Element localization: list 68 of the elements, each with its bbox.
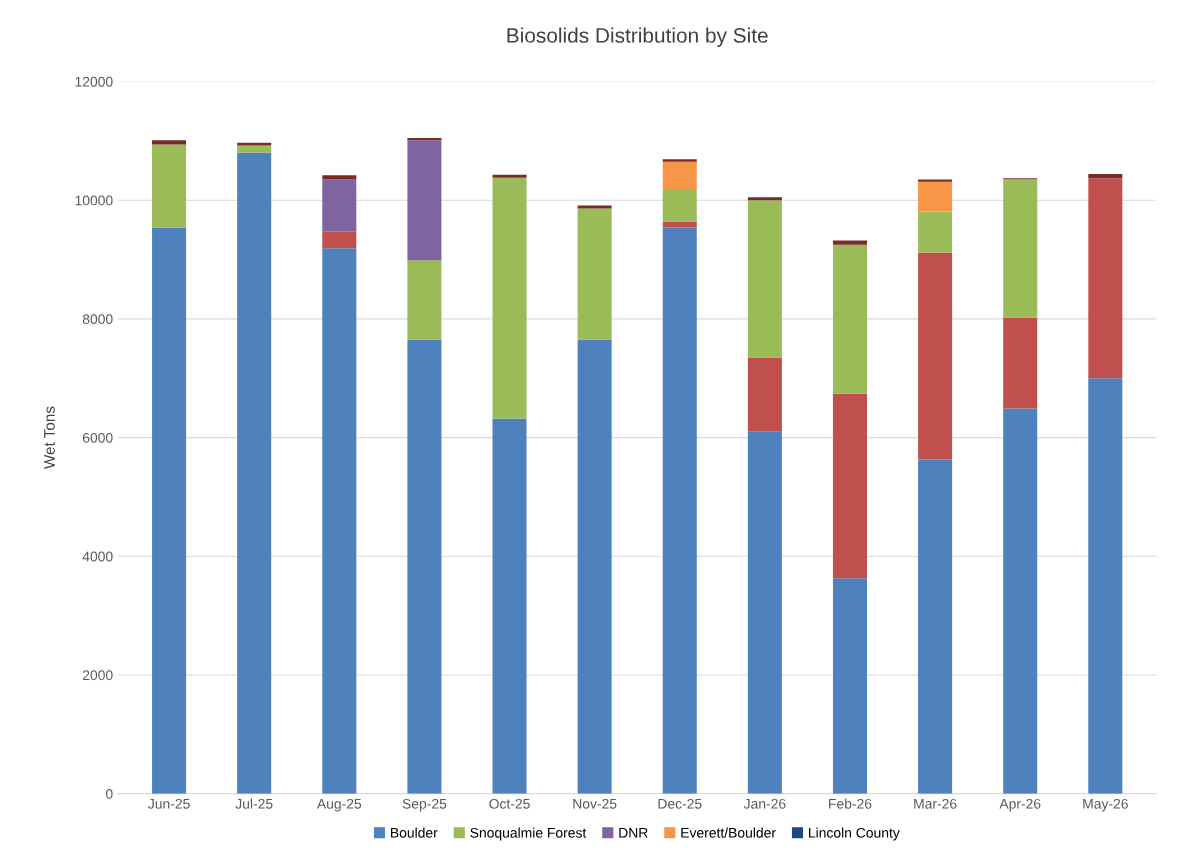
x-tick-label: Mar-26 (914, 798, 957, 809)
x-tick-label: Feb-26 (829, 798, 872, 809)
bar (152, 227, 187, 794)
bar (747, 357, 782, 432)
bar (662, 188, 697, 222)
bar (237, 142, 272, 146)
legend-label: Boulder (391, 827, 438, 838)
bar (237, 145, 272, 153)
chart-title: Biosolids Distribution by Site (507, 27, 768, 47)
legend-label: Lincoln County (809, 827, 900, 841)
bar (152, 144, 187, 228)
bar (918, 181, 953, 212)
bar (832, 393, 868, 579)
x-tick-label: Jul-25 (235, 798, 273, 809)
bar (152, 140, 187, 145)
bar (918, 179, 953, 182)
bar (1088, 178, 1123, 379)
legend-label: Snoqualmie Forest (470, 827, 587, 841)
y-tick-label: 2000 (82, 670, 113, 681)
bar (747, 431, 782, 794)
bar (1088, 378, 1123, 794)
y-tick-label: 12000 (75, 76, 113, 87)
bar (1088, 174, 1123, 179)
x-tick-label: Jan-26 (743, 798, 786, 809)
bar (662, 161, 697, 189)
bar (492, 418, 527, 794)
y-axis-title: Wet Tons (44, 406, 55, 470)
bar (747, 197, 782, 201)
x-tick-label: May-26 (1083, 798, 1128, 812)
bar (407, 339, 442, 794)
y-tick-label: 10000 (75, 195, 113, 206)
y-tick-label: 8000 (82, 314, 113, 325)
bar (832, 244, 868, 394)
bar (747, 200, 782, 358)
x-tick-label: Oct-25 (489, 798, 530, 809)
y-tick-label: 0 (105, 788, 113, 799)
bar (322, 175, 357, 180)
x-tick-label: Nov-25 (573, 798, 617, 809)
x-tick-label: Jun-25 (148, 798, 190, 809)
y-tick-label: 4000 (82, 551, 113, 562)
bar (492, 174, 527, 178)
bar (577, 208, 612, 340)
bar (832, 578, 868, 794)
legend-label: Everett/Boulder (681, 827, 776, 838)
bar (322, 248, 357, 794)
bar (1003, 317, 1038, 409)
bar (492, 177, 527, 419)
bar (237, 152, 272, 794)
bar (577, 205, 612, 209)
bar (1003, 179, 1038, 318)
bar (918, 252, 953, 460)
bar (322, 179, 357, 232)
bar (662, 159, 697, 162)
bar (832, 240, 868, 245)
bar (322, 231, 357, 249)
legend-label: DNR (619, 828, 648, 838)
bar (662, 227, 697, 794)
x-tick-label: Apr-26 (999, 798, 1041, 812)
bar (407, 260, 442, 340)
bar (1003, 408, 1038, 794)
bar (918, 211, 953, 253)
y-tick-label: 6000 (82, 432, 113, 443)
bar (918, 459, 953, 794)
x-tick-label: Dec-25 (658, 798, 702, 809)
x-tick-label: Sep-25 (402, 798, 447, 812)
bar (577, 339, 612, 794)
x-tick-label: Aug-25 (316, 798, 362, 812)
bar (407, 140, 442, 261)
